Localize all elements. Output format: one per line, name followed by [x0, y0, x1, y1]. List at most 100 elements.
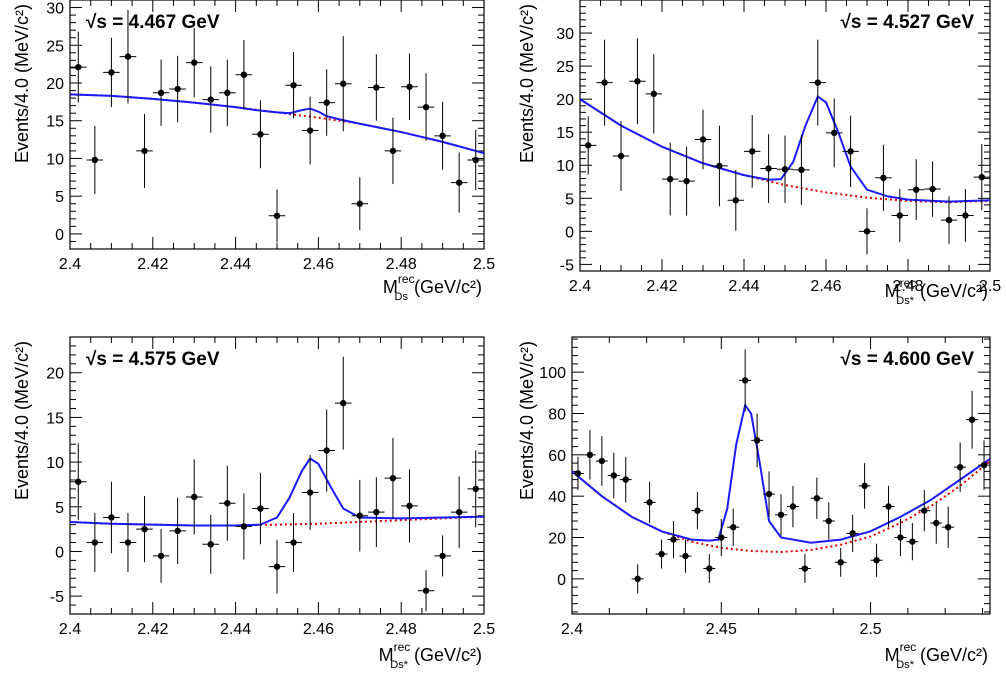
- data-point-marker: [753, 437, 761, 444]
- y-tick-label: 15: [46, 410, 64, 427]
- data-point: [870, 543, 883, 577]
- data-point-marker: [741, 377, 749, 384]
- data-point: [152, 59, 170, 127]
- data-point: [202, 66, 220, 133]
- energy-label: √s = 4.575 GeV: [86, 349, 220, 370]
- data-point: [739, 349, 752, 412]
- data-point: [268, 189, 286, 243]
- data-point-marker: [191, 493, 198, 501]
- data-point: [467, 129, 484, 191]
- data-point-marker: [825, 517, 832, 525]
- data-point-marker: [455, 508, 463, 516]
- data-point-marker: [389, 474, 397, 482]
- y-tick-label: 10: [46, 151, 64, 168]
- y-tick-label: 0: [557, 572, 566, 589]
- data-point: [202, 514, 220, 574]
- total-fit-curve: [70, 93, 484, 155]
- total-fit-curve: [580, 94, 990, 203]
- data-point: [645, 54, 662, 134]
- data-point-marker: [240, 71, 248, 78]
- plot-area: [572, 349, 990, 594]
- data-point: [711, 125, 728, 207]
- x-tick-label: 2.45: [706, 621, 737, 638]
- data-point-marker: [439, 552, 446, 560]
- data-point-marker: [75, 478, 82, 485]
- data-point: [908, 159, 925, 221]
- data-point-marker: [273, 212, 281, 219]
- plot-area: [580, 38, 990, 255]
- data-point: [434, 535, 451, 577]
- y-tick-label: 5: [55, 189, 64, 206]
- y-tick-label: 80: [548, 406, 566, 423]
- data-point: [417, 73, 435, 142]
- data-point-marker: [141, 525, 148, 533]
- x-tick-label: 2.4: [59, 621, 81, 638]
- x-tick-label: 2.4: [569, 278, 591, 295]
- data-point: [384, 117, 402, 185]
- data-point: [612, 120, 630, 192]
- data-point: [583, 430, 596, 480]
- x-axis-title-sub: Ds: [395, 291, 409, 303]
- data-point-marker: [913, 186, 920, 193]
- data-point-marker: [610, 472, 617, 479]
- data-point-marker: [885, 503, 892, 510]
- data-point: [368, 477, 385, 547]
- data-point: [973, 144, 990, 211]
- data-point-marker: [356, 200, 363, 207]
- panel-3: 2.4 2.42 2.44 2.46 2.48 2.5 -5 0 5 10 15 20 Events/4…: [12, 336, 495, 671]
- x-axis-title: Mrec Ds* (GeV/c²): [885, 276, 988, 307]
- data-point-marker: [356, 512, 363, 519]
- data-point-marker: [124, 53, 132, 60]
- data-point-marker: [373, 508, 380, 516]
- data-point: [450, 152, 468, 213]
- y-tick-label: -5: [560, 257, 574, 274]
- y-axis-title: Events/4.0 (MeV/c²): [12, 4, 32, 163]
- data-point: [678, 146, 695, 216]
- x-tick-label: 2.48: [386, 256, 417, 273]
- data-point-marker: [207, 541, 214, 548]
- data-point: [834, 547, 847, 577]
- data-point: [417, 570, 435, 612]
- data-point: [810, 477, 823, 519]
- x-tick-label: 2.5: [859, 621, 881, 638]
- data-point-marker: [683, 177, 690, 185]
- panel-1: 2.4 2.42 2.44 2.46 2.48 2.5 0 5 10 15 20 25 30 Events…: [12, 0, 495, 303]
- x-axis-title-main: M: [379, 645, 394, 665]
- y-tick-label: 60: [548, 448, 566, 465]
- y-axis-title: Events/4.0 (MeV/c²): [517, 341, 537, 500]
- data-point: [629, 38, 646, 125]
- data-point-marker: [634, 575, 641, 583]
- data-point-marker: [837, 559, 844, 566]
- x-axis-title-sup: rec: [900, 640, 917, 654]
- data-point: [667, 520, 680, 559]
- data-point-marker: [472, 485, 479, 493]
- x-tick-label: 2.44: [220, 621, 251, 638]
- x-tick-label: 2.42: [137, 621, 168, 638]
- data-point: [580, 116, 597, 175]
- data-point-marker: [406, 502, 413, 510]
- data-point: [882, 485, 895, 528]
- data-point: [631, 564, 644, 594]
- data-point: [760, 134, 777, 203]
- y-tick-label: 100: [539, 365, 566, 382]
- data-point-marker: [909, 538, 916, 545]
- y-axis-title: Events/4.0 (MeV/c²): [517, 4, 537, 163]
- data-point: [595, 436, 608, 486]
- data-point-marker: [290, 539, 297, 546]
- data-point-marker: [240, 523, 248, 530]
- data-point: [751, 413, 764, 468]
- data-point: [793, 134, 810, 205]
- x-axis-title-sub: Ds*: [896, 659, 914, 671]
- data-point: [918, 489, 931, 532]
- data-point-marker: [929, 185, 936, 193]
- data-point: [727, 169, 744, 231]
- x-axis-title-sub: Ds*: [390, 659, 408, 671]
- data-point: [809, 39, 826, 126]
- x-axis-title-sub: Ds*: [896, 295, 914, 307]
- x-axis-title-unit: (GeV/c²): [414, 277, 482, 297]
- panel-2: 2.4 2.42 2.44 2.46 2.48 2.5 -5 0 5 10 15 20 25 30 Even…: [517, 0, 1001, 307]
- data-point: [119, 513, 137, 573]
- data-point: [842, 115, 859, 188]
- x-axis-title-sup: rec: [900, 276, 917, 290]
- data-point: [384, 437, 402, 519]
